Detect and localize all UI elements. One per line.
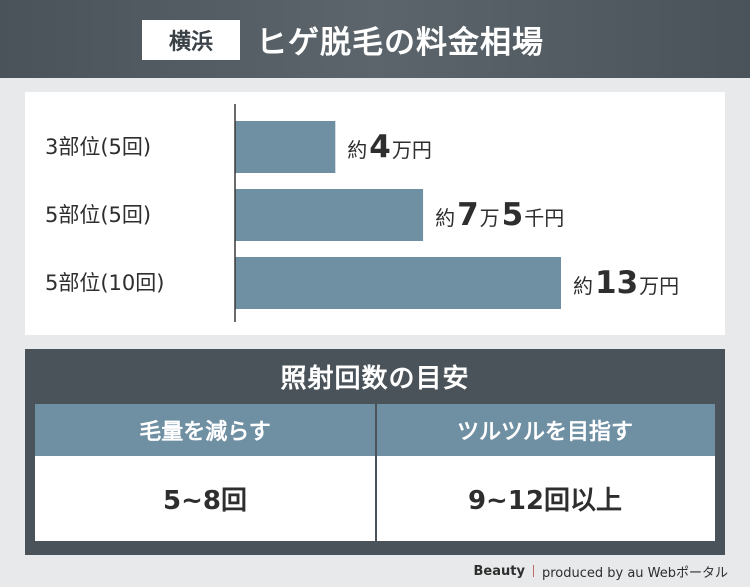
page-title: ヒゲ脱毛の料金相場 <box>256 24 544 61</box>
sessions-title: 照射回数の目安 <box>280 364 470 394</box>
price-bar-chart: 3部位(5回) 約4万円 5部位(5回) 約7万5千円 5部位(10回) 約13万円 <box>45 104 679 322</box>
category-label-2: 5部位(10回) <box>45 271 164 295</box>
category-label-1: 5部位(5回) <box>45 203 151 227</box>
price-chart-panel: 3部位(5回) 約4万円 5部位(5回) 約7万5千円 5部位(10回) 約13万円 <box>25 92 725 335</box>
column-header-smooth: ツルツルを目指す <box>456 420 633 445</box>
value-label-1: 約7万5千円 <box>435 197 564 233</box>
bar-1 <box>235 189 424 241</box>
category-label-0: 3部位(5回) <box>45 135 151 159</box>
footer-credit-text: produced by au Webポータル <box>541 565 728 581</box>
bar-0 <box>235 121 336 173</box>
footer-separator <box>532 565 534 577</box>
sessions-panel: 照射回数の目安 毛量を減らす ツルツルを目指す 5~8回 9~12回以上 <box>25 349 725 555</box>
value-label-0: 約4万円 <box>347 129 432 165</box>
column-divider <box>375 404 377 541</box>
bar-2 <box>235 257 561 309</box>
column-header-reduce: 毛量を減らす <box>139 420 271 445</box>
sessions-table: 毛量を減らす ツルツルを目指す 5~8回 9~12回以上 <box>35 404 715 541</box>
region-tag: 横浜 <box>142 20 240 60</box>
footer-brand: Beauty <box>473 563 525 579</box>
header-banner: 横浜 ヒゲ脱毛の料金相場 <box>0 0 750 78</box>
footer-credit: Beauty produced by au Webポータル <box>474 557 729 585</box>
value-label-2: 約13万円 <box>573 265 679 301</box>
cell-value-reduce: 5~8回 <box>163 486 247 516</box>
cell-value-smooth: 9~12回以上 <box>467 486 623 516</box>
